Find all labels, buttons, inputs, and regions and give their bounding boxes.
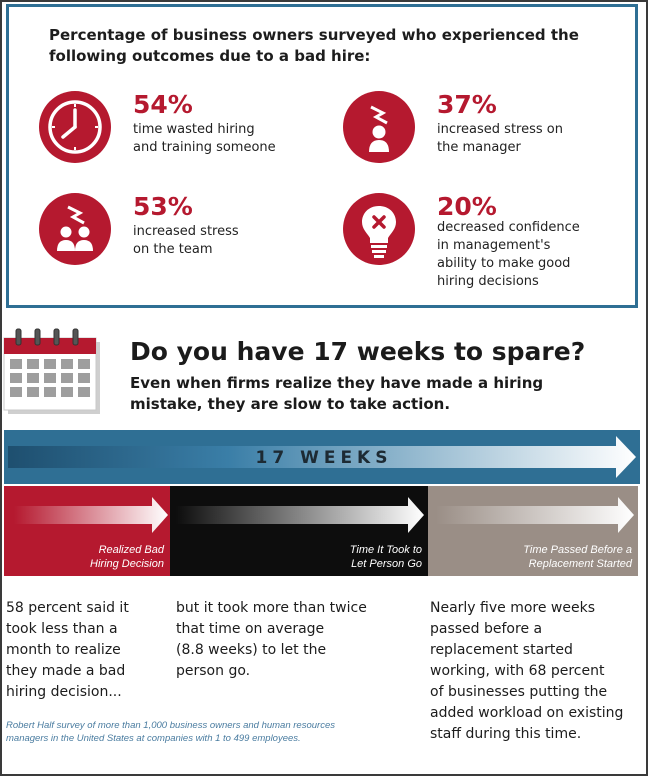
stat-description-line: and training someone: [133, 140, 276, 155]
phase-description-line: passed before a: [430, 621, 543, 637]
stat-percent: 53%: [133, 192, 193, 221]
calendar-icon: [2, 326, 102, 416]
stat-description-line: time wasted hiring: [133, 122, 255, 137]
phase-label: Time Passed Before a Replacement Started: [523, 543, 632, 571]
source-note: Robert Half survey of more than 1,000 bu…: [6, 719, 416, 745]
phase-description-line: that time on average: [176, 621, 325, 637]
question-subtitle: Even when firms realize they have made a…: [130, 373, 630, 415]
stat-description-line: the manager: [437, 140, 521, 155]
phase-description-line: person go.: [176, 663, 251, 679]
phase-realized-bad-hire: Realized Bad Hiring Decision: [4, 486, 170, 576]
phase-description-line: hiring decision...: [6, 684, 122, 700]
stat-description: time wasted hiring and training someone: [133, 121, 276, 157]
phase-label: Realized Bad Hiring Decision: [90, 543, 164, 571]
phase-description-line: they made a bad: [6, 663, 126, 679]
bad-hire-stats-panel: Percentage of business owners surveyed w…: [6, 4, 638, 308]
phase-description: Nearly five more weeks passed before a r…: [430, 598, 642, 745]
stat-description: increased stress on the manager: [437, 121, 563, 157]
phase-label: Time It Took to Let Person Go: [350, 543, 422, 571]
stat-description-line: ability to make good: [437, 256, 571, 271]
phase-description-line: took less than a: [6, 621, 118, 637]
phase-label-line: Let Person Go: [351, 558, 422, 570]
phase-label-line: Time It Took to: [349, 544, 422, 556]
seventeen-weeks-arrow: [4, 430, 640, 484]
clock-icon: [39, 91, 111, 163]
phase-description-line: working, with 68 percent: [430, 663, 605, 679]
phase-description-line: but it took more than twice: [176, 600, 367, 616]
stressed-team-icon: [39, 193, 111, 265]
question-title: Do you have 17 weeks to spare?: [130, 337, 586, 366]
source-note-line: managers in the United States at compani…: [6, 733, 301, 744]
phase-description-line: staff during this time.: [430, 726, 582, 742]
phase-label-line: Replacement Started: [528, 558, 632, 570]
phase-replacement-started: Time Passed Before a Replacement Started: [428, 486, 638, 576]
stat-description-line: increased stress on: [437, 122, 563, 137]
broken-lightbulb-icon: [343, 193, 415, 265]
stat-description-line: decreased confidence: [437, 220, 580, 235]
phase-label-line: Hiring Decision: [90, 558, 164, 570]
phase-description-line: Nearly five more weeks: [430, 600, 596, 616]
phase-let-person-go: Time It Took to Let Person Go: [170, 486, 428, 576]
stats-heading: Percentage of business owners surveyed w…: [49, 26, 579, 65]
stat-description-line: on the team: [133, 242, 213, 257]
phase-description-line: added workload on existing: [430, 705, 624, 721]
phase-description-line: (8.8 weeks) to let the: [176, 642, 327, 658]
stat-description-line: increased stress: [133, 224, 239, 239]
phase-label-line: Realized Bad: [98, 544, 164, 556]
phase-description: 58 percent said it took less than a mont…: [6, 598, 166, 703]
stat-percent: 20%: [437, 192, 497, 221]
subtitle-line: Even when firms realize they have made a…: [130, 374, 544, 392]
weeks-label: 17 WEEKS: [255, 448, 393, 468]
phase-description-line: month to realize: [6, 642, 121, 658]
phase-description-line: 58 percent said it: [6, 600, 129, 616]
stat-percent: 37%: [437, 90, 497, 119]
stat-description: increased stress on the team: [133, 223, 239, 259]
source-note-line: Robert Half survey of more than 1,000 bu…: [6, 720, 335, 731]
stat-description: decreased confidence in management's abi…: [437, 219, 580, 291]
stat-percent: 54%: [133, 90, 193, 119]
phase-description: but it took more than twice that time on…: [176, 598, 426, 682]
stat-description-line: in management's: [437, 238, 551, 253]
phase-label-line: Time Passed Before a: [523, 544, 632, 556]
phase-description-line: of businesses putting the: [430, 684, 608, 700]
phase-description-line: replacement started: [430, 642, 573, 658]
stat-description-line: hiring decisions: [437, 274, 539, 289]
subtitle-line: mistake, they are slow to take action.: [130, 395, 451, 413]
stressed-person-icon: [343, 91, 415, 163]
